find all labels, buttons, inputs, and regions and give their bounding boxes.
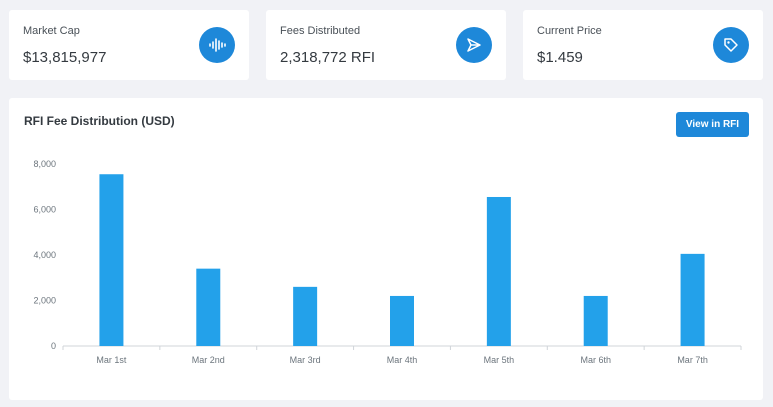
- bar: [680, 253, 705, 346]
- bar: [293, 286, 318, 346]
- view-in-rfi-button[interactable]: View in RFI: [676, 112, 749, 137]
- fees-distributed-value: 2,318,772 RFI: [280, 49, 376, 66]
- y-tick-label: 8,000: [33, 159, 56, 169]
- bar: [196, 268, 221, 346]
- bar: [486, 196, 511, 346]
- chart-title: RFI Fee Distribution (USD): [24, 114, 175, 128]
- x-tick-label: Mar 3rd: [290, 355, 321, 365]
- y-tick-label: 0: [51, 341, 56, 351]
- waveform-icon: [199, 27, 235, 63]
- x-tick-label: Mar 4th: [387, 355, 418, 365]
- y-tick-label: 4,000: [33, 250, 56, 260]
- x-tick-label: Mar 6th: [580, 355, 611, 365]
- y-tick-label: 2,000: [33, 296, 56, 306]
- bar: [583, 295, 608, 346]
- market-cap-value: $13,815,977: [23, 49, 107, 66]
- bar: [99, 174, 124, 346]
- x-tick-label: Mar 7th: [677, 355, 708, 365]
- market-cap-label: Market Cap: [23, 25, 80, 37]
- current-price-label: Current Price: [537, 25, 602, 37]
- current-price-value: $1.459: [537, 49, 583, 66]
- fee-distribution-panel: RFI Fee Distribution (USD) View in RFI 0…: [9, 98, 763, 400]
- fees-distributed-label: Fees Distributed: [280, 25, 361, 37]
- tag-icon: [713, 27, 749, 63]
- send-icon: [456, 27, 492, 63]
- x-tick-label: Mar 5th: [484, 355, 515, 365]
- market-cap-card: Market Cap $13,815,977: [9, 10, 249, 80]
- x-tick-label: Mar 2nd: [192, 355, 225, 365]
- bar: [390, 295, 414, 346]
- fees-distributed-card: Fees Distributed 2,318,772 RFI: [266, 10, 506, 80]
- x-tick-label: Mar 1st: [96, 355, 127, 365]
- current-price-card: Current Price $1.459: [523, 10, 763, 80]
- bar-chart: 0 2,000 4,000 6,000 8,000 Mar 1st Mar 2nd Mar 3…: [33, 159, 742, 365]
- y-tick-label: 6,000: [33, 205, 56, 215]
